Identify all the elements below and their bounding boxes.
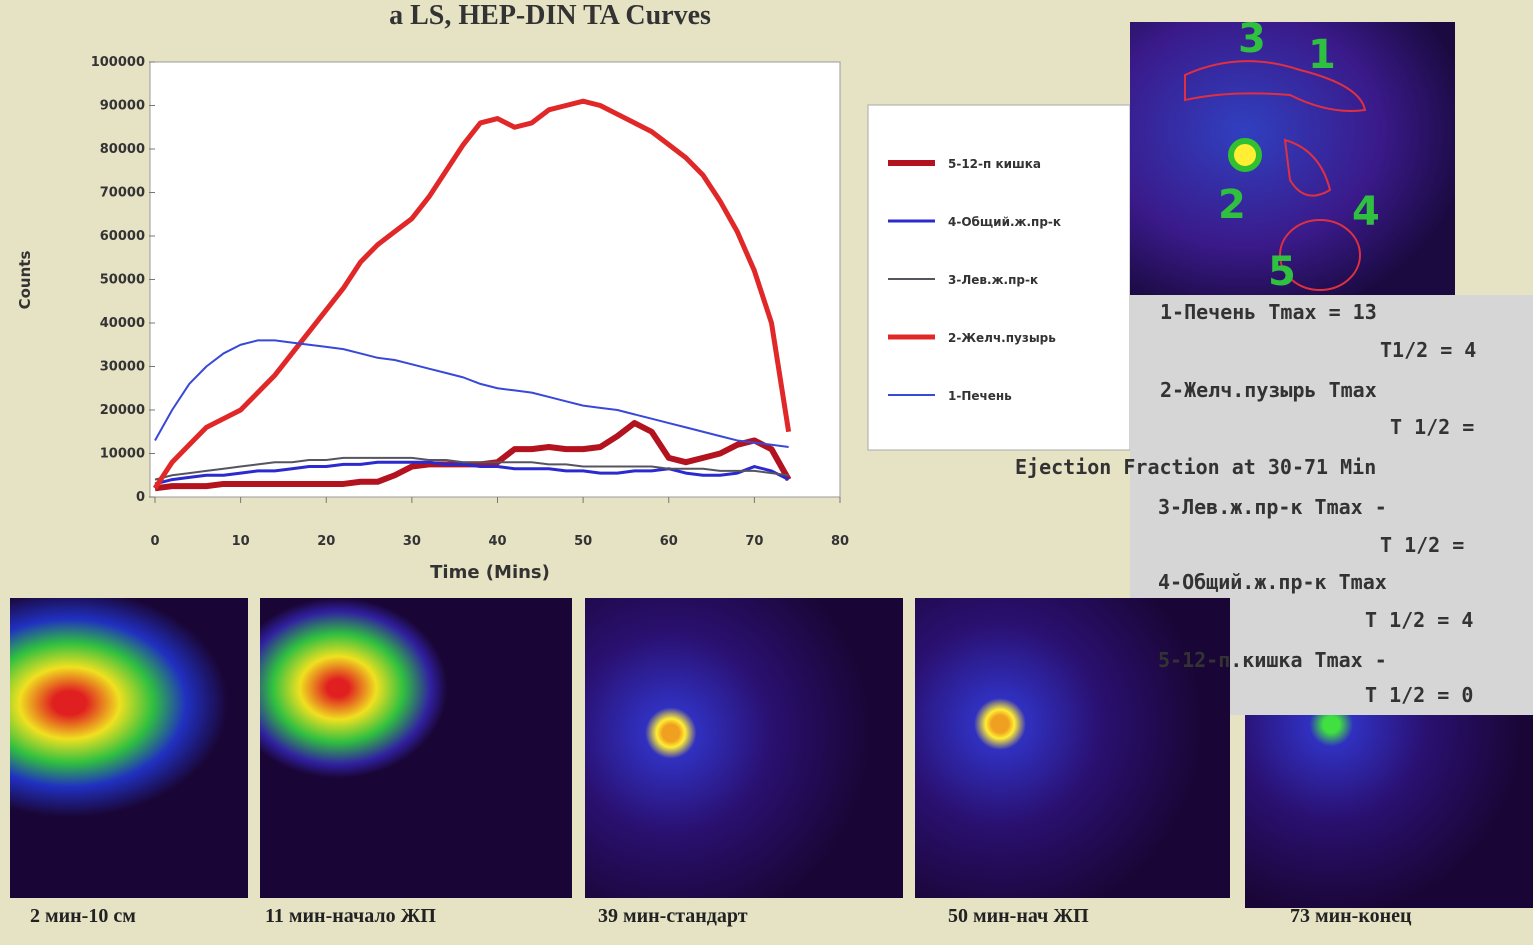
image-caption: 11 мин-начало ЖП (265, 905, 436, 927)
image-caption: 2 мин-10 см (30, 905, 136, 927)
y-tick-label: 90000 (100, 99, 145, 114)
legend-label: 4-Общий.ж.пр-к (948, 215, 1061, 229)
roi-label: 4 (1352, 189, 1380, 235)
y-tick-label: 80000 (100, 142, 145, 157)
image-caption: 39 мин-стандарт (598, 905, 748, 927)
result-text: T 1/2 = 4 (1365, 608, 1474, 632)
result-text: T 1/2 = (1380, 533, 1465, 557)
x-tick-label: 60 (660, 534, 678, 549)
y-tick-label: 100000 (91, 55, 145, 70)
scan-image (10, 598, 248, 898)
y-tick-label: 40000 (100, 316, 145, 331)
x-tick-label: 10 (232, 534, 250, 549)
result-text: 5-12-п.кишка Tmax - (1158, 648, 1387, 672)
scan-image (585, 598, 903, 898)
y-tick-label: 30000 (100, 360, 145, 375)
result-text: 1-Печень Tmax = 13 (1160, 300, 1377, 324)
scan-image (1245, 715, 1533, 908)
series-line (154, 456, 789, 481)
x-tick-label: 70 (745, 534, 763, 549)
y-tick-label: 20000 (100, 403, 145, 418)
image-caption: 73 мин-конец (1290, 905, 1412, 927)
result-text: 2-Желч.пузырь Tmax (1160, 378, 1377, 402)
x-tick-label: 40 (488, 534, 506, 549)
chart: a LS, HEP-DIN TA Curves Counts Time (Min… (16, 0, 1455, 583)
legend-label: 3-Лев.ж.пр-к (948, 273, 1038, 287)
scan-image (915, 598, 1230, 898)
roi-label: 5 (1268, 249, 1296, 295)
x-tick-label: 0 (150, 534, 159, 549)
roi-image (1130, 22, 1455, 295)
scan-image (260, 598, 572, 898)
result-text: T 1/2 = (1390, 415, 1475, 439)
y-tick-label: 10000 (100, 447, 145, 462)
roi-label: 3 (1238, 16, 1266, 62)
roi-label: 2 (1218, 182, 1246, 228)
x-tick-label: 80 (831, 534, 849, 549)
legend-label: 2-Желч.пузырь (948, 331, 1056, 345)
roi-label: 1 (1308, 32, 1336, 78)
x-tick-label: 20 (317, 534, 335, 549)
y-tick-label: 50000 (100, 273, 145, 288)
result-text: T 1/2 = 0 (1365, 683, 1474, 707)
result-text: T1/2 = 4 (1380, 338, 1477, 362)
x-tick-label: 50 (574, 534, 592, 549)
series-line (152, 98, 792, 490)
x-axis-label: Time (Mins) (430, 562, 550, 583)
series-line (154, 460, 790, 486)
legend-label: 5-12-п кишка (948, 157, 1041, 171)
plot-area (149, 61, 841, 498)
result-text: Ejection Fraction at 30-71 Min (1015, 455, 1377, 479)
result-text: 4-Общий.ж.пр-к Tmax (1158, 570, 1387, 594)
image-caption: 50 мин-нач ЖП (948, 905, 1089, 927)
y-tick-label: 70000 (100, 186, 145, 201)
series-line (154, 339, 789, 448)
y-axis-label: Counts (16, 251, 34, 310)
legend-label: 1-Печень (948, 389, 1012, 403)
y-tick-label: 0 (136, 490, 145, 505)
x-tick-label: 30 (403, 534, 421, 549)
y-tick-label: 60000 (100, 229, 145, 244)
result-text: 3-Лев.ж.пр-к Tmax - (1158, 495, 1387, 519)
chart-title: a LS, HEP-DIN TA Curves (389, 0, 711, 31)
